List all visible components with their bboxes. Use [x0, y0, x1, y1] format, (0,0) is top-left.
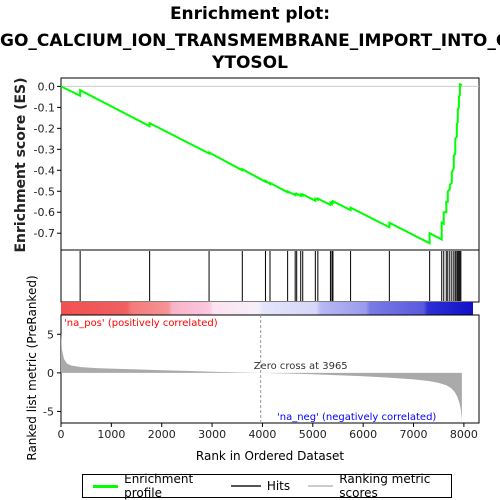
es-y-tick-label-2: -0.2 — [34, 122, 55, 135]
color-bar-fill — [61, 302, 473, 315]
es-y-tick-label-0: 0.0 — [38, 80, 56, 93]
es-y-tick-label-7: -0.7 — [34, 227, 55, 240]
legend: Enrichment profile Hits Ranking metric s… — [82, 472, 452, 500]
title-line-2: GO_CALCIUM_ION_TRANSMEMBRANE_IMPORT_INTO… — [0, 31, 500, 51]
ranking-metric-area — [61, 332, 462, 421]
enrichment-plot-svg: 0.0 -0.1 -0.2 -0.3 -0.4 -0.5 -0.6 -0.7 Enrichme… — [13, 77, 480, 463]
hit-lines — [79, 251, 462, 301]
x-tick-label-1: 1000 — [97, 428, 125, 441]
x-tick-label-3: 3000 — [198, 428, 226, 441]
hits-panel — [60, 249, 480, 303]
zero-cross-label: Zero cross at 3965 — [254, 361, 348, 372]
metric-y-tick-label-1: 0 — [47, 367, 54, 380]
pos-correlated-label: 'na_pos' (positively correlated) — [64, 318, 218, 329]
metric-y-tick-label-2: -5 — [43, 405, 54, 418]
metric-x-axis: 0 1000 2000 3000 4000 5000 6000 7000 8000 — [58, 423, 478, 441]
neg-correlated-label: 'na_neg' (negatively correlated) — [277, 412, 436, 423]
metric-y-tick-label-0: 5 — [47, 328, 54, 341]
legend-item-hits: Hits — [230, 479, 291, 493]
legend-swatch-hits — [230, 485, 261, 487]
x-tick-label-5: 5000 — [299, 428, 327, 441]
legend-label-ranking-metric: Ranking metric scores — [339, 472, 431, 500]
x-tick-label-6: 6000 — [349, 428, 377, 441]
x-tick-label-8: 8000 — [450, 428, 478, 441]
x-tick-label-4: 4000 — [248, 428, 276, 441]
enrichment-profile-line — [60, 82, 463, 245]
es-y-axis: 0.0 -0.1 -0.2 -0.3 -0.4 -0.5 -0.6 -0.7 — [34, 80, 61, 240]
x-tick-label-7: 7000 — [400, 428, 428, 441]
metric-panel-frame — [60, 314, 480, 424]
metric-y-axis-label: Ranked list metric (PreRanked) — [25, 275, 39, 460]
legend-label-hits: Hits — [266, 479, 291, 493]
es-y-tick-label-3: -0.3 — [34, 143, 55, 156]
legend-item-enrichment-profile: Enrichment profile — [93, 472, 217, 500]
legend-swatch-enrichment-profile — [93, 484, 119, 488]
es-panel-frame — [60, 77, 480, 251]
legend-swatch-ranking-metric — [308, 485, 334, 487]
es-y-tick-label-4: -0.4 — [34, 164, 55, 177]
legend-item-ranking-metric-scores: Ranking metric scores — [308, 472, 451, 500]
ranking-color-bar — [61, 302, 473, 315]
x-axis-label: Rank in Ordered Dataset — [196, 449, 344, 463]
title-line-1: Enrichment plot: — [169, 4, 331, 24]
es-y-axis-label: Enrichment score (ES) — [13, 77, 29, 252]
es-panel: 0.0 -0.1 -0.2 -0.3 -0.4 -0.5 -0.6 -0.7 Enrichme… — [13, 77, 480, 253]
legend-label-enrichment-profile: Enrichment profile — [124, 472, 194, 500]
es-y-tick-label-1: -0.1 — [34, 101, 55, 114]
x-tick-label-2: 2000 — [148, 428, 176, 441]
title-line-3: YTOSOL — [212, 53, 288, 73]
x-tick-label-0: 0 — [58, 428, 65, 441]
es-y-tick-label-6: -0.6 — [34, 206, 55, 219]
metric-y-axis: 5 0 -5 — [43, 328, 61, 418]
metric-panel: Zero cross at 3965 'na_pos' (positively … — [25, 275, 480, 463]
es-y-tick-label-5: -0.5 — [34, 185, 55, 198]
